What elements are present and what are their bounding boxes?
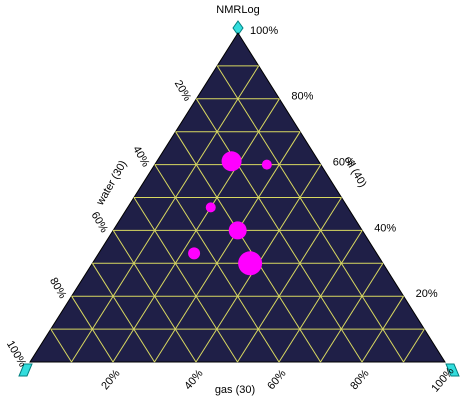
axis-title: oil (40) [341,154,368,189]
bubble [188,247,201,260]
tick-label: 60% [89,210,111,235]
vertex-marker [445,363,460,377]
bubble [205,202,216,213]
grid-line [361,295,405,363]
grid-line [154,131,301,363]
tick-label: 60% [333,157,355,169]
grid-line [133,197,238,363]
tick-label: 40% [130,144,152,169]
bubble [221,151,242,172]
chart-title: NMRLog [216,4,259,16]
tick-label: 100% [250,25,278,37]
grid-line [175,131,321,363]
tick-label: 80% [348,367,371,392]
axis-title: gas (30) [215,384,255,396]
bubble [228,221,247,240]
grid-line [216,65,404,363]
grid-line [91,263,155,363]
tick-label: 40% [374,222,396,234]
grid-line [403,328,425,363]
grid-line [278,230,363,363]
grid-line [71,65,260,363]
tick-label: 40% [182,367,205,392]
bubble [261,159,272,170]
axis-title: water (30) [94,159,130,209]
tick-label: 20% [99,367,122,392]
plot: 20% 40% 60% 80% 100% 20% 40% 60% 80% 100% 20% 40% 60… [4,25,457,395]
grid-line [50,328,72,363]
grid-line [237,197,342,363]
tick-label: 60% [265,367,288,392]
tick-label: 100% [4,339,29,370]
bubble [238,251,263,276]
grid-line [112,230,197,363]
tick-label: 80% [47,276,69,301]
tick-label: 20% [416,288,438,300]
vertex-marker [18,363,33,377]
grid-line [71,295,114,363]
grid-line [320,263,384,363]
tick-label: 80% [291,91,313,103]
tick-label: 20% [172,78,194,103]
